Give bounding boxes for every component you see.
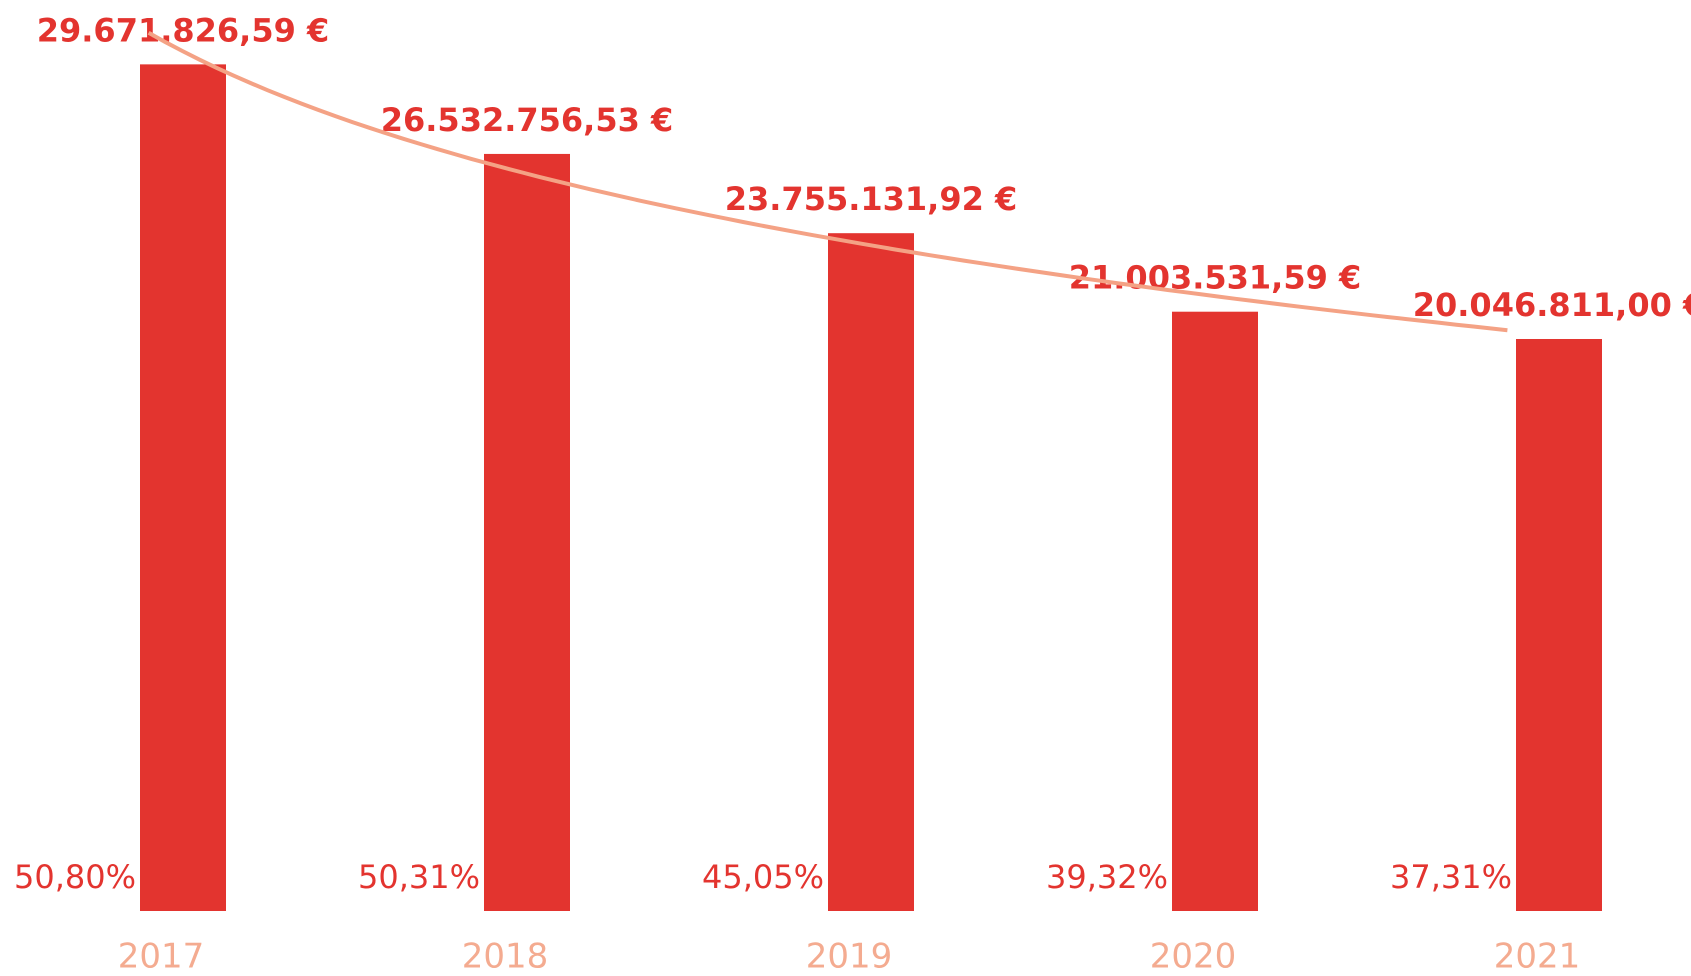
value-label: 23.755.131,92 € <box>725 180 1018 218</box>
bar <box>1172 311 1258 911</box>
x-tick-label: 2017 <box>118 937 205 976</box>
x-tick-label: 2020 <box>1150 937 1237 976</box>
share-label: 50,31% <box>358 858 480 896</box>
value-label: 26.532.756,53 € <box>381 101 674 139</box>
bar <box>484 153 570 911</box>
bar <box>828 233 914 912</box>
value-label: 29.671.826,59 € <box>37 11 330 49</box>
share-label: 39,32% <box>1046 858 1168 896</box>
value-label: 20.046.811,00 € <box>1413 286 1691 324</box>
share-label: 45,05% <box>702 858 824 896</box>
x-tick-label: 2019 <box>806 937 893 976</box>
bar <box>1516 338 1602 911</box>
share-label: 37,31% <box>1390 858 1512 896</box>
x-tick-label: 2018 <box>462 937 549 976</box>
x-tick-label: 2021 <box>1494 937 1581 976</box>
share-label: 50,80% <box>14 858 136 896</box>
trendline <box>147 31 1508 333</box>
bar <box>140 64 226 911</box>
value-label: 21.003.531,59 € <box>1069 259 1362 297</box>
